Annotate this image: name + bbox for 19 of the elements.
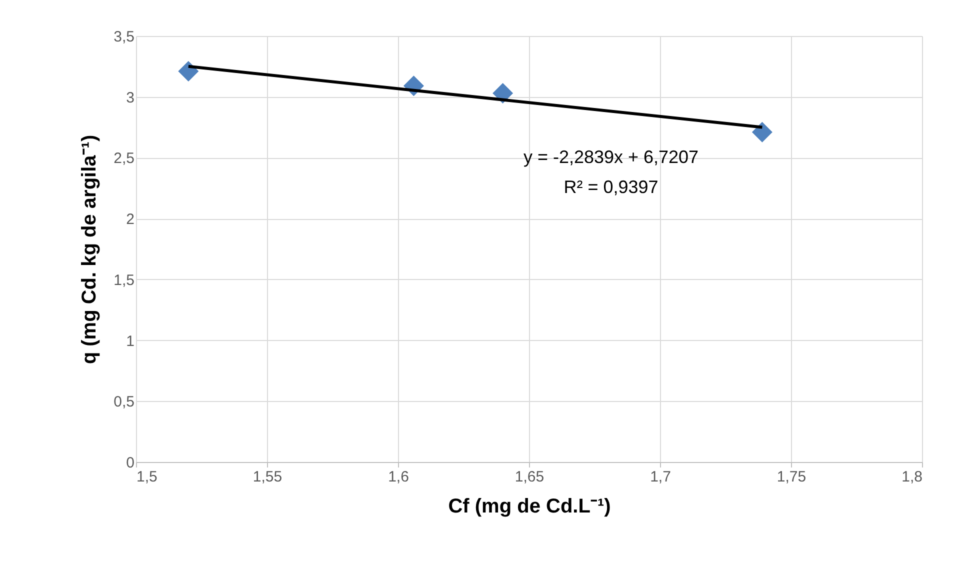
x-tick-label: 1,7 xyxy=(650,468,671,486)
y-tick-label: 1 xyxy=(126,332,134,350)
y-tick-label: 1,5 xyxy=(114,272,134,289)
x-axis-title: Cf (mg de Cd.L⁻¹) xyxy=(448,496,611,518)
x-tick-label: 1,65 xyxy=(514,468,544,486)
y-tick-label: 0,5 xyxy=(114,394,134,411)
y-tick-label: 2,5 xyxy=(114,150,134,168)
y-tick-label: 3,5 xyxy=(114,28,134,46)
x-tick-label: 1,6 xyxy=(388,468,409,486)
x-tick-label: 1,55 xyxy=(252,468,282,486)
y-axis-title: q (mg Cd. kg de argila⁻¹) xyxy=(78,134,101,364)
x-tick-label: 1,8 xyxy=(902,468,922,486)
annotation: y = -2,2839x + 6,7207 xyxy=(523,147,699,167)
x-tick-label: 1,5 xyxy=(136,468,158,486)
y-tick-label: 2 xyxy=(126,211,134,228)
y-tick-label: 0 xyxy=(126,454,134,472)
x-tick-label: 1,75 xyxy=(776,468,806,486)
annotation: R² = 0,9397 xyxy=(564,177,658,197)
y-tick-label: 3 xyxy=(126,89,134,106)
